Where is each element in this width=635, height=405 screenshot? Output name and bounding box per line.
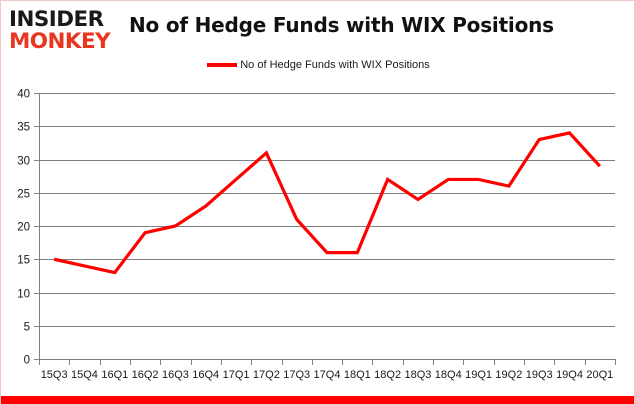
y-axis-tick-label: 0 — [24, 355, 30, 367]
y-axis-tick-label: 30 — [17, 156, 30, 168]
gridlines-group — [39, 93, 615, 365]
x-axis-tick-label: 16Q4 — [192, 369, 219, 381]
insider-monkey-logo: INSIDER MONKEY — [9, 7, 127, 53]
y-axis-tick-label: 5 — [24, 322, 30, 334]
x-axis-tick-label: 16Q3 — [162, 369, 189, 381]
legend-color-swatch — [207, 63, 238, 67]
bottom-accent-bar — [1, 396, 634, 404]
x-axis-tick-label: 20Q1 — [586, 369, 613, 381]
y-axis-tick-label: 25 — [17, 189, 30, 201]
legend-item-label: No of Hedge Funds with WIX Positions — [240, 59, 430, 71]
chart-legend: No of Hedge Funds with WIX Positions — [1, 59, 634, 71]
x-axis-tick-label: 17Q1 — [223, 369, 250, 381]
x-axis-tick-label: 18Q1 — [344, 369, 371, 381]
y-axis-tick-label: 20 — [17, 222, 30, 234]
logo-text-monkey: MONKEY — [9, 29, 111, 53]
x-axis-tick-label: 19Q4 — [556, 369, 583, 381]
x-axis-ticks-group — [39, 359, 616, 365]
y-axis-tick-label: 15 — [17, 255, 30, 267]
x-axis-tick-label: 15Q3 — [41, 369, 68, 381]
data-series-group — [53, 131, 602, 275]
y-axis-tick-label: 35 — [17, 122, 30, 134]
y-axis-labels-group: 0 5 10 15 20 25 30 35 40 — [17, 89, 30, 367]
chart-header: INSIDER MONKEY No of Hedge Funds with WI… — [1, 1, 634, 53]
x-axis-tick-label: 15Q4 — [71, 369, 98, 381]
x-axis-tick-label: 19Q3 — [526, 369, 553, 381]
x-axis-tick-label: 17Q2 — [253, 369, 280, 381]
page-title: No of Hedge Funds with WIX Positions — [129, 13, 554, 37]
y-axis-ticks-group — [34, 93, 39, 360]
x-axis-tick-label: 16Q2 — [132, 369, 159, 381]
y-axis-tick-label: 10 — [17, 289, 30, 301]
x-axis-tick-label: 18Q2 — [374, 369, 401, 381]
data-series-line — [53, 131, 602, 275]
x-axis-tick-label: 18Q3 — [404, 369, 431, 381]
y-axis-tick-label: 40 — [17, 89, 30, 101]
x-axis-tick-label: 17Q4 — [314, 369, 341, 381]
x-axis-tick-label: 19Q1 — [465, 369, 492, 381]
logo-text-insider: INSIDER — [9, 7, 104, 31]
x-axis-tick-label: 17Q3 — [283, 369, 310, 381]
x-axis-tick-label: 16Q1 — [101, 369, 128, 381]
x-axis-tick-label: 18Q4 — [435, 369, 462, 381]
x-axis-tick-label: 19Q2 — [495, 369, 522, 381]
x-axis-labels-group: 15Q3 15Q4 16Q1 16Q2 16Q3 16Q4 17Q1 17Q2 17Q3 17Q4… — [41, 369, 614, 381]
